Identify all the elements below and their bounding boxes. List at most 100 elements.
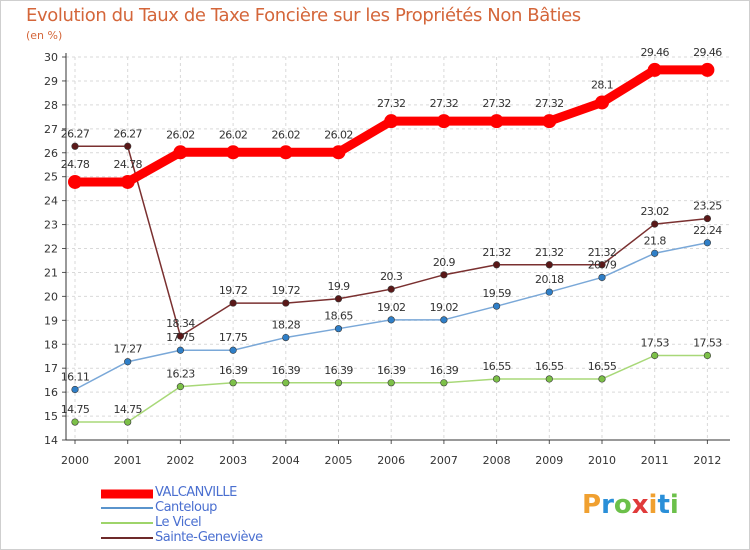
data-point-le-vicel <box>651 351 659 360</box>
data-label-canteloup: 22.24 <box>693 224 722 237</box>
data-point-canteloup <box>651 249 659 257</box>
data-point-sainte-genevieve <box>545 261 553 269</box>
data-label-sainte-genevieve: 21.32 <box>588 246 617 259</box>
data-label-sainte-genevieve: 26.27 <box>113 127 142 140</box>
x-tick-label: 2011 <box>641 454 669 467</box>
legend-label-valcanville: VALCANVILLE <box>155 485 237 500</box>
x-tick-label: 2002 <box>166 454 194 467</box>
y-tick-label: 25 <box>44 171 58 184</box>
data-point-canteloup <box>229 346 237 354</box>
data-label-valcanville: 29.46 <box>693 46 722 59</box>
x-tick-label: 2009 <box>535 454 563 467</box>
legend-label-le-vicel: Le Vicel <box>155 515 202 530</box>
data-point-canteloup <box>598 273 606 282</box>
data-point-valcanville <box>120 174 135 189</box>
data-point-sainte-genevieve <box>176 332 184 340</box>
data-point-canteloup <box>703 239 712 247</box>
data-point-canteloup <box>387 316 395 324</box>
y-tick-label: 29 <box>44 75 58 88</box>
data-label-sainte-genevieve: 21.32 <box>482 246 511 259</box>
data-label-canteloup: 17.75 <box>166 331 195 344</box>
data-point-le-vicel <box>229 379 237 387</box>
data-point-canteloup <box>124 358 132 366</box>
logo-letter: P <box>582 490 602 520</box>
data-label-le-vicel: 17.53 <box>640 337 669 350</box>
series-lines <box>68 62 715 426</box>
x-tick-label: 2004 <box>272 454 300 467</box>
legend-item-valcanville: VALCANVILLE <box>101 485 341 502</box>
data-labels: 24.78 24.78 26.02 26.02 26.02 26.02 27.32 27.32… <box>61 46 723 416</box>
data-label-canteloup: 19.59 <box>482 287 511 300</box>
data-label-sainte-genevieve: 21.32 <box>535 246 564 259</box>
legend-label-canteloup: Canteloup <box>155 500 217 515</box>
legend-swatch-valcanville <box>101 489 153 499</box>
data-label-canteloup: 18.28 <box>272 319 301 332</box>
data-point-canteloup <box>440 316 448 324</box>
data-label-valcanville: 27.32 <box>430 97 459 110</box>
unit-label: (en %) <box>26 29 63 42</box>
data-point-valcanville <box>278 145 293 160</box>
legend-label-sainte-genevieve: Sainte-Geneviève <box>155 530 263 545</box>
data-point-sainte-genevieve <box>651 220 659 228</box>
data-point-valcanville <box>489 114 504 129</box>
data-point-canteloup <box>493 302 501 310</box>
data-label-le-vicel: 16.39 <box>324 364 353 377</box>
legend-swatch-sainte-genevieve <box>101 537 153 539</box>
data-label-valcanville: 26.02 <box>219 128 248 141</box>
data-point-canteloup <box>545 288 553 296</box>
legend-item-canteloup: Canteloup <box>101 500 341 517</box>
data-point-valcanville <box>595 95 609 110</box>
data-label-sainte-genevieve: 19.9 <box>327 280 350 293</box>
x-tick-label: 2007 <box>430 454 458 467</box>
data-label-canteloup: 16.11 <box>61 370 90 383</box>
data-label-le-vicel: 14.75 <box>113 403 142 416</box>
data-label-valcanville: 28.1 <box>591 78 613 91</box>
data-label-canteloup: 17.75 <box>219 331 248 344</box>
data-point-valcanville <box>68 174 82 189</box>
x-tick-label: 2010 <box>588 454 616 467</box>
y-tick-label: 17 <box>44 362 58 375</box>
data-label-le-vicel: 16.39 <box>430 364 459 377</box>
y-tick-label: 26 <box>44 147 58 160</box>
data-label-valcanville: 26.02 <box>272 128 301 141</box>
y-tick-label: 14 <box>44 434 58 447</box>
data-label-le-vicel: 16.39 <box>219 364 248 377</box>
data-point-valcanville <box>700 62 715 77</box>
data-label-le-vicel: 17.53 <box>693 337 722 350</box>
proxiti-logo: Proxiti <box>582 490 679 520</box>
data-point-sainte-genevieve <box>493 261 501 269</box>
data-label-canteloup: 20.18 <box>535 273 564 286</box>
logo-letter: i <box>669 490 679 520</box>
data-label-valcanville: 24.78 <box>61 158 90 171</box>
x-tick-label: 2005 <box>325 454 353 467</box>
data-label-valcanville: 27.32 <box>377 97 406 110</box>
data-point-sainte-genevieve <box>598 261 606 269</box>
data-label-le-vicel: 16.55 <box>535 360 564 373</box>
legend-swatch-le-vicel <box>101 522 153 524</box>
data-point-sainte-genevieve <box>282 299 290 307</box>
y-tick-label: 27 <box>44 123 58 136</box>
y-tick-label: 30 <box>44 51 58 64</box>
y-tick-label: 22 <box>44 243 58 256</box>
data-point-le-vicel <box>334 379 343 387</box>
data-point-valcanville <box>384 114 399 129</box>
y-tick-label: 19 <box>44 314 58 327</box>
y-tick-label: 24 <box>44 195 58 208</box>
data-label-sainte-genevieve: 23.02 <box>640 205 669 218</box>
data-point-valcanville <box>436 114 451 129</box>
logo-letter: o <box>613 490 632 520</box>
x-tick-label: 2001 <box>114 454 142 467</box>
data-point-sainte-genevieve <box>229 299 237 307</box>
data-label-valcanville: 24.78 <box>113 158 142 171</box>
data-point-le-vicel <box>703 351 712 360</box>
data-point-le-vicel <box>176 383 184 391</box>
legend-item-sainte-genevieve: Sainte-Geneviève <box>101 530 341 547</box>
x-tick-label: 2003 <box>219 454 247 467</box>
data-point-sainte-genevieve <box>334 295 343 303</box>
logo-letter: x <box>631 490 649 520</box>
x-tick-label: 2006 <box>377 454 405 467</box>
data-point-canteloup <box>282 333 290 342</box>
data-point-sainte-genevieve <box>124 142 132 150</box>
data-point-canteloup <box>71 385 79 394</box>
